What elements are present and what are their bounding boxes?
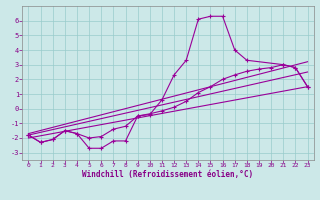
X-axis label: Windchill (Refroidissement éolien,°C): Windchill (Refroidissement éolien,°C) — [83, 170, 253, 179]
